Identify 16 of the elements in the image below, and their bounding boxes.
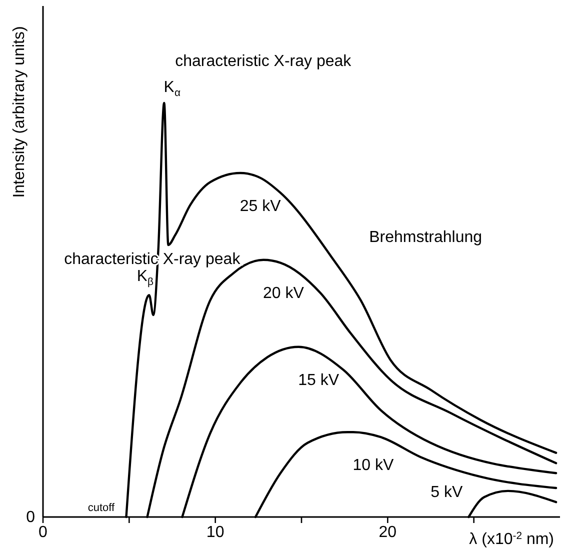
x-tick-label: 0 — [38, 524, 48, 541]
series-label: 20 kV — [262, 284, 304, 302]
series-label: 10 kV — [352, 457, 394, 474]
annotation: Brehmstrahlung — [369, 229, 482, 246]
y-axis-title: Intensity (arbitrary units) — [11, 26, 28, 198]
x-axis-title: λ (x10$^{-2}$ nm) — [469, 530, 554, 548]
x-tick-label: 20 — [378, 524, 397, 541]
annotation: K$_{α}$ — [164, 79, 180, 100]
series-label: 5 kV — [430, 484, 463, 501]
x-tick-label: 10 — [206, 524, 224, 541]
annotation: characteristic X-ray peak — [175, 53, 352, 70]
annotation: K$_{β}$ — [136, 268, 154, 288]
text: 0 — [26, 509, 36, 526]
series-label: 25 kV — [240, 198, 282, 215]
annotation: cutoff — [88, 502, 116, 514]
series-label: 15 kV — [298, 372, 340, 389]
